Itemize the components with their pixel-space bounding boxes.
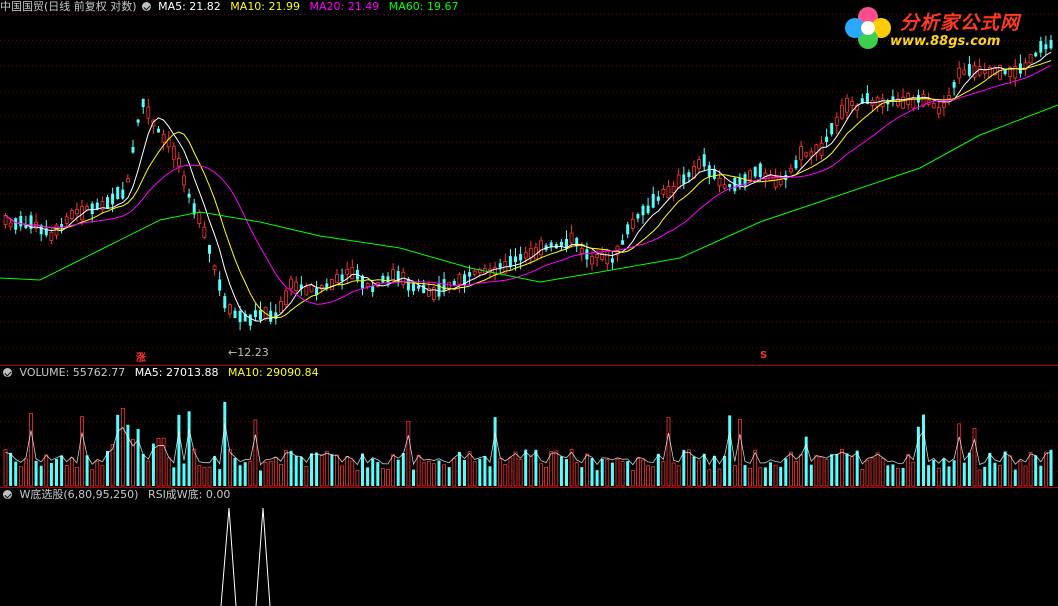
buy-signal-marker: 涨: [136, 353, 146, 364]
indicator-chart[interactable]: [0, 488, 1058, 606]
volume-ma5-label: MA5: 27013.88: [134, 366, 219, 379]
indicator-name: W底选股(6,80,95,250): [19, 488, 139, 501]
price-panel: 中国国贸(日线 前复权 对数) MA5: 21.82 MA10: 21.99 M…: [0, 0, 1058, 366]
volume-ma10-label: MA10: 29090.84: [227, 366, 319, 379]
sell-signal-marker: S: [760, 350, 768, 361]
indicator-settings-icon[interactable]: [3, 490, 12, 499]
logo-title: 分析家公式网: [900, 12, 1021, 34]
indicator-legend: W底选股(6,80,95,250) RSI成W底: 0.00: [0, 488, 236, 502]
ma5-label: MA5: 21.82: [158, 0, 221, 13]
volume-chart[interactable]: [0, 366, 1058, 488]
stock-title[interactable]: 中国国贸(日线 前复权 对数): [0, 0, 137, 13]
flower-logo-icon: [845, 7, 891, 49]
settings-icon[interactable]: [141, 2, 151, 11]
volume-settings-icon[interactable]: [3, 368, 12, 377]
ma20-label: MA20: 21.49: [309, 0, 380, 13]
candlestick-chart[interactable]: [0, 0, 1058, 366]
ma10-label: MA10: 21.99: [230, 0, 301, 13]
volume-legend: VOLUME: 55762.77 MA5: 27013.88 MA10: 290…: [0, 366, 325, 380]
price-legend: 中国国贸(日线 前复权 对数) MA5: 21.82 MA10: 21.99 M…: [0, 0, 464, 14]
logo-url: www.88gs.com: [890, 34, 1001, 49]
ma60-label: MA60: 19.67: [388, 0, 459, 13]
low-price-marker: ←12.23: [228, 346, 269, 359]
volume-panel: VOLUME: 55762.77 MA5: 27013.88 MA10: 290…: [0, 366, 1058, 488]
indicator-panel: W底选股(6,80,95,250) RSI成W底: 0.00: [0, 488, 1058, 606]
site-logo: 分析家公式网 www.88gs.com: [842, 4, 1052, 52]
indicator-value: RSI成W底: 0.00: [147, 488, 231, 501]
volume-label: VOLUME: 55762.77: [19, 366, 126, 379]
